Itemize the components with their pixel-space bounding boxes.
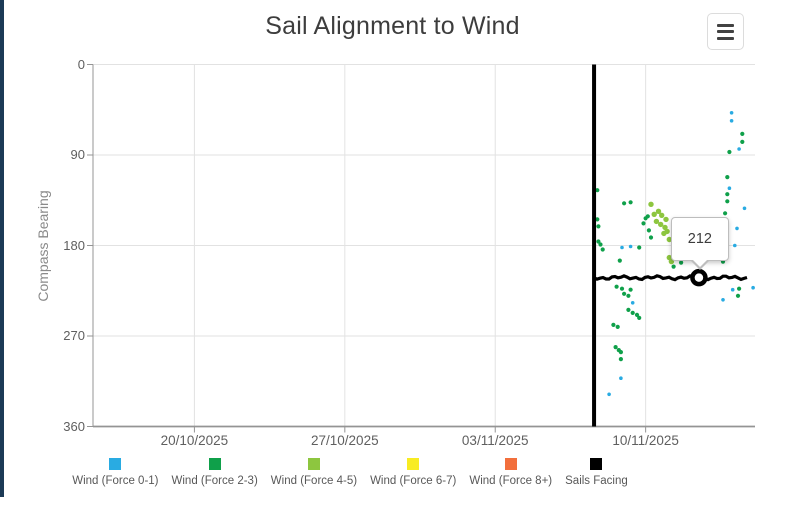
y-axis-tick-label: 360 xyxy=(63,418,85,434)
scatter-point[interactable] xyxy=(618,357,624,362)
chart-title: Sail Alignment to Wind xyxy=(265,12,520,40)
scatter-point[interactable] xyxy=(679,260,684,265)
chart-legend: Wind (Force 0-1) Wind (Force 2-3) Wind (Fo… xyxy=(0,458,700,487)
scatter-point[interactable] xyxy=(658,221,664,228)
scatter-point[interactable] xyxy=(742,206,747,211)
legend-item[interactable]: Wind (Force 8+) xyxy=(467,458,554,487)
scatter-point[interactable] xyxy=(607,392,611,397)
scatter-point[interactable] xyxy=(600,247,605,252)
scatter-point[interactable] xyxy=(626,307,631,312)
y-axis-tick-label: 0 xyxy=(77,56,85,72)
x-axis-tick-label: 10/11/2025 xyxy=(612,433,679,448)
scatter-point[interactable] xyxy=(611,322,616,327)
legend-label: Wind (Force 6-7) xyxy=(370,475,457,487)
scatter-point[interactable] xyxy=(596,224,601,229)
legend-label: Wind (Force 2-3) xyxy=(171,475,258,487)
scatter-point[interactable] xyxy=(620,245,624,250)
legend-swatch xyxy=(109,458,122,470)
legend-item[interactable]: Wind (Force 4-5) xyxy=(269,458,359,487)
legend-item[interactable]: Wind (Force 0-1) xyxy=(70,458,160,487)
scatter-point[interactable] xyxy=(596,239,601,244)
scatter-point[interactable] xyxy=(622,201,627,206)
scatter-point[interactable] xyxy=(630,310,635,315)
scatter-point[interactable] xyxy=(733,243,737,248)
scatter-point[interactable] xyxy=(628,200,633,205)
scatter-point[interactable] xyxy=(727,149,732,155)
scatter-point[interactable] xyxy=(628,244,633,249)
scatter-point[interactable] xyxy=(723,211,728,216)
panel-left-edge xyxy=(0,0,4,497)
scatter-point[interactable] xyxy=(648,201,654,207)
scatter-point[interactable] xyxy=(725,175,730,180)
x-axis-tick-label: 20/10/2025 xyxy=(160,433,229,448)
y-axis-tick-label: 90 xyxy=(70,147,85,162)
y-axis-tick-label: 270 xyxy=(63,328,85,343)
tooltip-value: 212 xyxy=(687,230,712,247)
sails-facing-line[interactable] xyxy=(593,274,748,282)
scatter-point[interactable] xyxy=(655,208,662,214)
scatter-point[interactable] xyxy=(595,188,600,193)
scatter-point[interactable] xyxy=(595,217,600,222)
scatter-point[interactable] xyxy=(729,119,734,123)
legend-label: Wind (Force 0-1) xyxy=(72,475,159,487)
legend-swatch xyxy=(407,458,420,470)
legend-swatch xyxy=(504,458,517,470)
scatter-point[interactable] xyxy=(645,214,650,219)
scatter-point[interactable] xyxy=(613,345,618,350)
scatter-point[interactable] xyxy=(662,224,668,231)
scatter-point[interactable] xyxy=(725,192,730,197)
scatter-point[interactable] xyxy=(729,111,734,115)
scatter-point[interactable] xyxy=(619,376,623,381)
scatter-point[interactable] xyxy=(663,216,669,223)
scatter-point[interactable] xyxy=(634,312,640,317)
chart-menu-button[interactable] xyxy=(707,13,744,50)
scatter-point[interactable] xyxy=(618,350,624,355)
scatter-point[interactable] xyxy=(730,287,735,292)
scatter-point[interactable] xyxy=(646,228,652,233)
legend-swatch xyxy=(590,458,603,470)
scatter-point[interactable] xyxy=(737,147,741,151)
scatter-point[interactable] xyxy=(626,293,631,298)
legend-item[interactable]: Wind (Force 2-3) xyxy=(170,458,260,487)
scatter-point[interactable] xyxy=(735,293,741,298)
scatter-point[interactable] xyxy=(614,284,619,289)
legend-item[interactable]: Sails Facing xyxy=(563,458,630,487)
legend-label: Wind (Force 8+) xyxy=(469,475,553,487)
tooltip: 212 xyxy=(670,216,729,261)
scatter-point[interactable] xyxy=(617,258,622,263)
legend-label: Sails Facing xyxy=(565,475,628,487)
scatter-point[interactable] xyxy=(653,218,660,225)
legend-label: Wind (Force 4-5) xyxy=(270,475,358,487)
scatter-point[interactable] xyxy=(737,286,742,291)
scatter-point[interactable] xyxy=(740,131,745,136)
scatter-point[interactable] xyxy=(619,286,625,291)
legend-swatch xyxy=(208,458,221,470)
scatter-point[interactable] xyxy=(659,212,665,218)
scatter-point[interactable] xyxy=(598,242,603,247)
scatter-point[interactable] xyxy=(637,245,642,250)
scatter-point[interactable] xyxy=(751,285,755,290)
x-axis-tick-label: 27/10/2025 xyxy=(311,433,379,448)
scatter-point[interactable] xyxy=(735,226,739,231)
scatter-point[interactable] xyxy=(641,221,646,226)
x-axis-tick-label: 03/11/2025 xyxy=(461,433,529,448)
scatter-point[interactable] xyxy=(727,186,732,190)
scatter-point[interactable] xyxy=(622,291,627,296)
scatter-point[interactable] xyxy=(740,139,745,144)
scatter-point[interactable] xyxy=(725,199,730,204)
legend-swatch xyxy=(307,458,320,470)
scatter-point[interactable] xyxy=(630,301,635,305)
selected-point-marker[interactable] xyxy=(690,268,708,287)
scatter-point[interactable] xyxy=(671,264,676,269)
scatter-point[interactable] xyxy=(615,324,620,329)
scatter-point[interactable] xyxy=(637,315,642,320)
scatter-point[interactable] xyxy=(648,235,654,240)
scatter-point[interactable] xyxy=(628,287,633,292)
legend-item[interactable]: Wind (Force 6-7) xyxy=(368,458,458,487)
scatter-point[interactable] xyxy=(661,230,667,237)
scatter-point[interactable] xyxy=(721,298,725,302)
scatter-point[interactable] xyxy=(651,211,657,217)
y-axis-tick-label: 180 xyxy=(63,237,85,253)
